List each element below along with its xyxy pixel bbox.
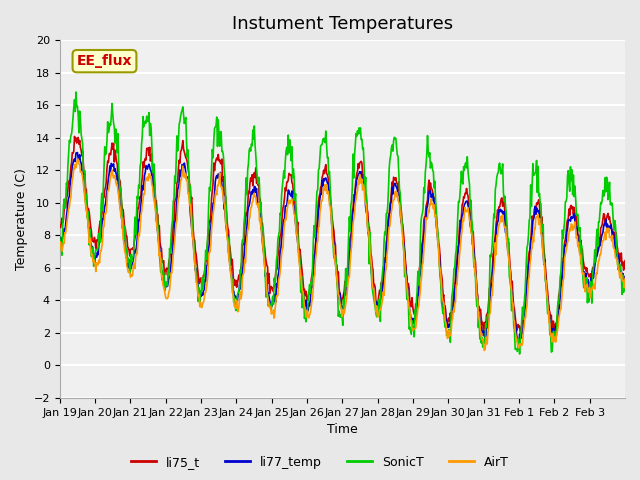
Legend: li75_t, li77_temp, SonicT, AirT: li75_t, li77_temp, SonicT, AirT [126,451,514,474]
Text: EE_flux: EE_flux [77,54,132,68]
X-axis label: Time: Time [327,423,358,436]
Title: Instument Temperatures: Instument Temperatures [232,15,453,33]
Y-axis label: Temperature (C): Temperature (C) [15,168,28,270]
